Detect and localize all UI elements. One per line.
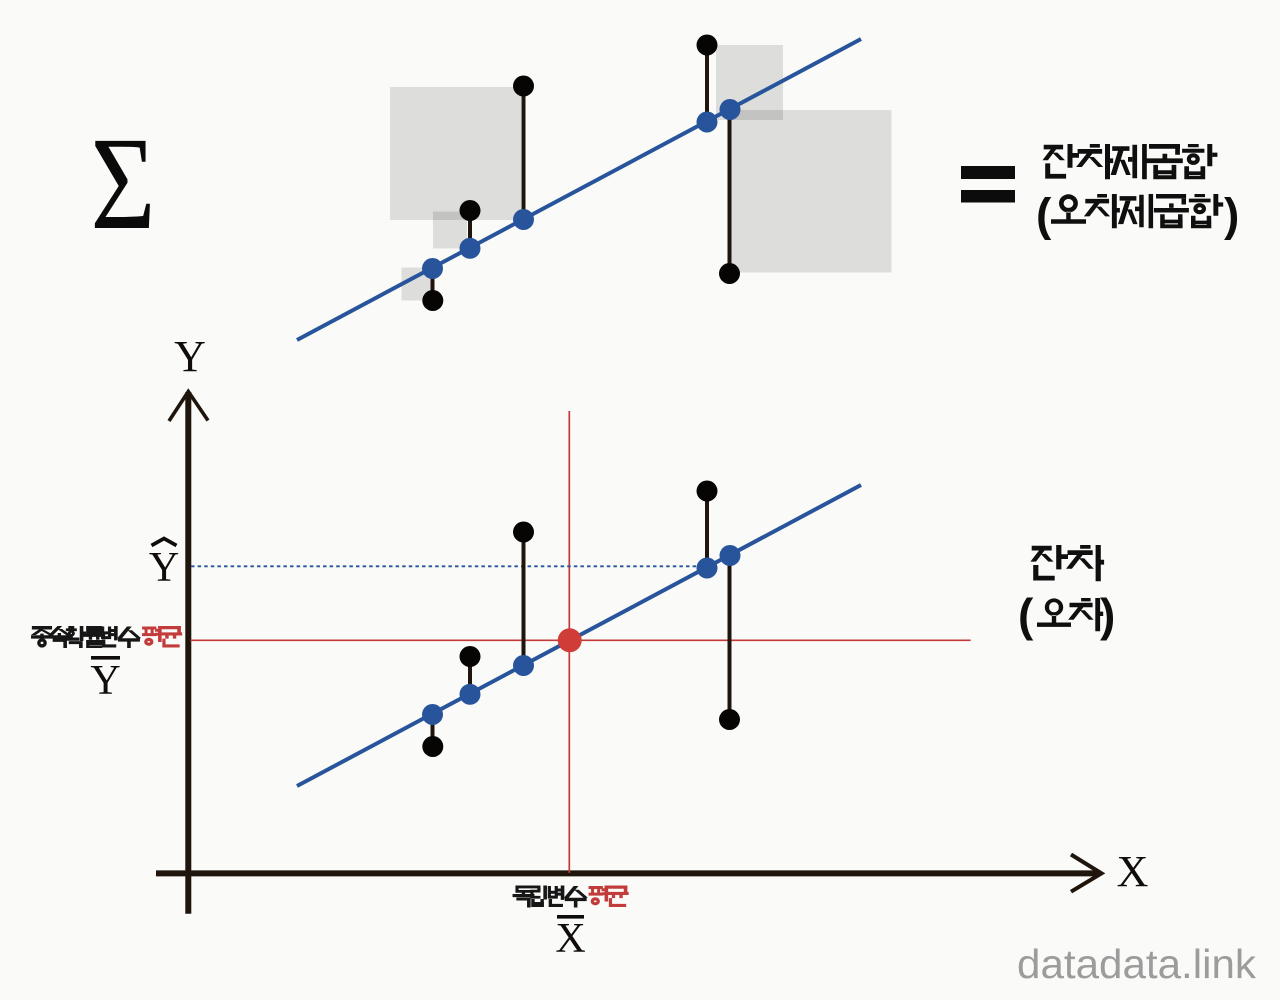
svg-text:datadata.link: datadata.link bbox=[1017, 941, 1257, 987]
svg-text:(: ( bbox=[1018, 589, 1034, 641]
svg-text:(: ( bbox=[1036, 189, 1052, 241]
svg-text:Y: Y bbox=[90, 658, 120, 704]
svg-text:Y: Y bbox=[174, 332, 206, 381]
svg-text:): ) bbox=[1224, 189, 1239, 241]
svg-text:X: X bbox=[555, 916, 585, 962]
svg-text:): ) bbox=[1100, 589, 1115, 641]
svg-text:Y: Y bbox=[149, 545, 179, 591]
svg-text:Σ: Σ bbox=[90, 110, 155, 257]
svg-text:X: X bbox=[1117, 847, 1149, 896]
